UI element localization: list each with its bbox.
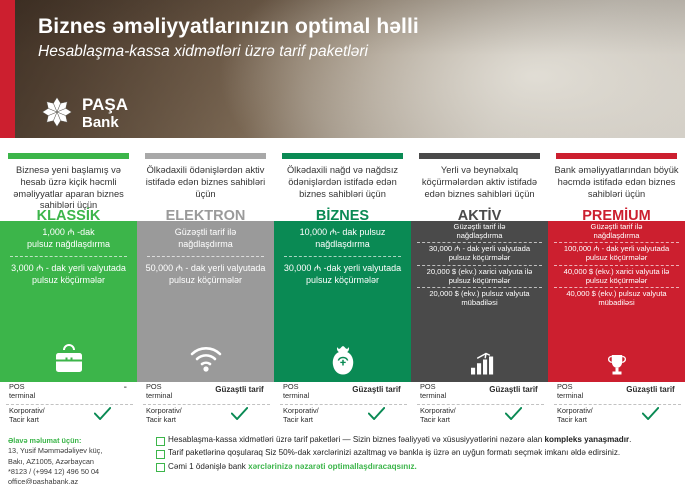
svg-text:PAŞA: PAŞA xyxy=(82,95,128,114)
svg-text:Bank: Bank xyxy=(82,114,119,131)
